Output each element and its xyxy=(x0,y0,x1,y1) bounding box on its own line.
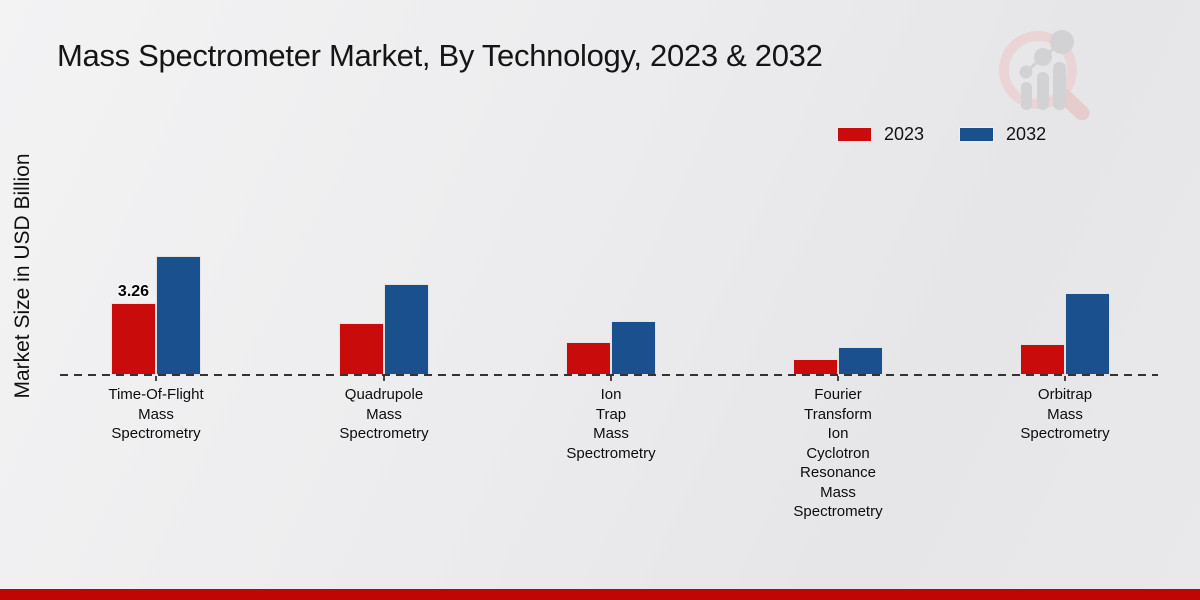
legend-swatch-2032 xyxy=(960,128,994,141)
legend-swatch-2023 xyxy=(838,128,871,141)
bar-2032-quadrupole-mass-spectrometry xyxy=(384,284,429,375)
bar-2023-orbitrap-mass-spectrometry xyxy=(1020,344,1065,375)
legend: 2023 2032 xyxy=(838,124,1046,145)
x-axis-tick xyxy=(383,376,385,381)
footer-accent-bar xyxy=(0,589,1200,600)
legend-label-2023: 2023 xyxy=(884,124,925,144)
category-label-quadrupole-mass-spectrometry: Quadrupole Mass Spectrometry xyxy=(339,386,429,442)
bar-2032-orbitrap-mass-spectrometry xyxy=(1065,293,1110,375)
chart-title: Mass Spectrometer Market, By Technology,… xyxy=(57,38,823,73)
legend-item-2032: 2032 xyxy=(960,124,1046,145)
bar-2023-fourier-transform-ion-cyclotron-resonance-mass-spectrometry xyxy=(793,359,838,375)
x-axis-tick xyxy=(155,376,157,381)
value-label-2023-time-of-flight-mass-spectrometry: 3.26 xyxy=(117,282,150,300)
category-label-fourier-transform-ion-cyclotron-resonance-mass-spectrometry: Fourier Transform Ion Cyclotron Resonanc… xyxy=(793,386,883,520)
bar-2032-fourier-transform-ion-cyclotron-resonance-mass-spectrometry xyxy=(838,346,883,375)
bar-2032-ion-trap-mass-spectrometry xyxy=(611,320,656,375)
x-axis-tick xyxy=(610,376,612,381)
x-axis-baseline xyxy=(60,374,1158,376)
category-label-ion-trap-mass-spectrometry: Ion Trap Mass Spectrometry xyxy=(566,386,656,462)
x-axis-tick xyxy=(1064,376,1066,381)
x-axis-tick xyxy=(837,376,839,381)
bar-2023-quadrupole-mass-spectrometry xyxy=(339,323,384,375)
bar-2032-time-of-flight-mass-spectrometry xyxy=(156,255,201,375)
bar-2023-time-of-flight-mass-spectrometry xyxy=(111,302,156,375)
category-label-time-of-flight-mass-spectrometry: Time-Of-Flight Mass Spectrometry xyxy=(108,386,204,442)
category-label-orbitrap-mass-spectrometry: Orbitrap Mass Spectrometry xyxy=(1020,386,1110,442)
legend-item-2023: 2023 xyxy=(838,124,924,145)
legend-label-2032: 2032 xyxy=(1006,124,1047,144)
magnifier-bar-chart-logo-icon xyxy=(999,30,1090,120)
bar-2023-ion-trap-mass-spectrometry xyxy=(566,341,611,375)
